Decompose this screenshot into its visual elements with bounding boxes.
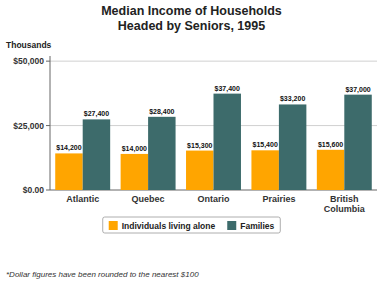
x-tick-label-line: Quebec	[132, 194, 165, 204]
data-label: $14,000	[122, 145, 147, 153]
data-label: $15,600	[318, 141, 343, 149]
x-tick-label: Atlantic	[66, 194, 99, 204]
bars	[55, 94, 372, 190]
bar	[121, 154, 148, 190]
chart-container: Median Income of HouseholdsHeaded by Sen…	[0, 0, 383, 285]
title: Median Income of HouseholdsHeaded by Sen…	[101, 4, 282, 33]
y-tick-label: $50,000	[13, 56, 44, 66]
legend-swatch	[109, 221, 118, 230]
y-axis-label: Thousands	[6, 40, 52, 50]
y-axis-line	[50, 56, 51, 190]
bar	[279, 104, 306, 190]
data-label: $37,400	[215, 85, 240, 93]
y-tick	[46, 125, 50, 126]
bar	[55, 153, 82, 190]
x-tick-label: Quebec	[132, 194, 165, 204]
bar	[317, 150, 344, 190]
page: {"chart_data": { "type": "bar", "title":…	[0, 0, 383, 285]
bar	[148, 117, 175, 190]
y-tick-label: $25,000	[13, 121, 44, 131]
legend: Individuals living alone Families	[103, 217, 281, 233]
title-line: Headed by Seniors, 1995	[118, 19, 265, 33]
legend-label: Families	[240, 221, 274, 231]
footnote: *Dollar figures have been rounded to the…	[6, 270, 199, 279]
data-labels: $14,200 $14,000 $15,300 $15,400 $15,600 $27,4…	[56, 85, 370, 153]
bar	[214, 94, 241, 190]
x-tick-label-line: Atlantic	[66, 194, 99, 204]
data-label: $33,200	[280, 95, 305, 103]
chart-svg: Median Income of HouseholdsHeaded by Sen…	[0, 0, 383, 285]
x-tick-label-line: British	[330, 194, 359, 204]
data-label: $28,400	[149, 108, 174, 116]
legend-box	[103, 217, 281, 233]
x-tick-label-line: Prairies	[262, 194, 295, 204]
legend-label: Individuals living alone	[122, 221, 216, 231]
data-label: $14,200	[56, 144, 81, 152]
bar	[344, 95, 371, 190]
x-tick-label: Ontario	[197, 194, 230, 204]
legend-swatch	[227, 221, 236, 230]
y-tick	[46, 61, 50, 62]
data-label: $37,000	[345, 86, 370, 94]
bar	[83, 119, 110, 190]
x-tick-label-line: Columbia	[324, 204, 366, 214]
data-label: $27,400	[84, 110, 109, 118]
x-tick-label-line: Ontario	[197, 194, 230, 204]
bar	[251, 150, 278, 190]
background	[0, 0, 383, 285]
grid-line	[50, 61, 377, 62]
x-tick-label: Prairies	[262, 194, 295, 204]
data-label: $15,300	[187, 142, 212, 150]
data-label: $15,400	[253, 141, 278, 149]
title-line: Median Income of Households	[101, 4, 282, 18]
axes: $0.00 $25,000 $50,000 Atlantic Quebec Ontario…	[13, 56, 377, 214]
y-tick	[46, 190, 50, 191]
y-tick-label: $0.00	[23, 185, 45, 195]
x-tick-label: BritishColumbia	[324, 194, 366, 214]
bar	[186, 151, 213, 190]
